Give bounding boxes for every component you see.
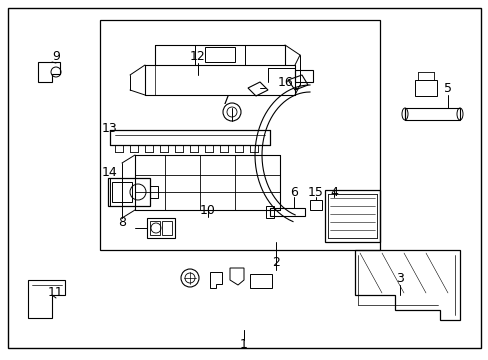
Text: 13: 13 (102, 122, 118, 135)
Bar (147, 218, 175, 238)
Text: 16: 16 (278, 76, 293, 89)
Text: 10: 10 (200, 203, 216, 216)
Text: 8: 8 (118, 216, 126, 229)
Bar (112, 182, 132, 202)
Text: 2: 2 (271, 256, 279, 270)
Text: 15: 15 (307, 185, 323, 198)
Bar (162, 221, 172, 235)
Text: 4: 4 (329, 185, 337, 198)
Bar (108, 178, 150, 206)
Bar (265, 206, 273, 218)
Bar (204, 47, 235, 62)
Bar (150, 221, 160, 235)
Text: 5: 5 (443, 81, 451, 94)
Bar (414, 80, 436, 96)
Text: 11: 11 (48, 285, 64, 298)
Bar (294, 70, 312, 82)
Bar (100, 20, 379, 250)
Text: 1: 1 (240, 338, 247, 351)
Bar (249, 274, 271, 288)
Text: 9: 9 (52, 49, 60, 63)
Bar (404, 108, 459, 120)
Bar (269, 208, 305, 216)
Text: 3: 3 (395, 271, 403, 284)
Text: 6: 6 (289, 185, 297, 198)
Text: 14: 14 (102, 166, 118, 179)
Bar (150, 186, 158, 198)
Bar (325, 190, 379, 242)
Text: 12: 12 (190, 49, 205, 63)
Text: 7: 7 (222, 94, 229, 107)
